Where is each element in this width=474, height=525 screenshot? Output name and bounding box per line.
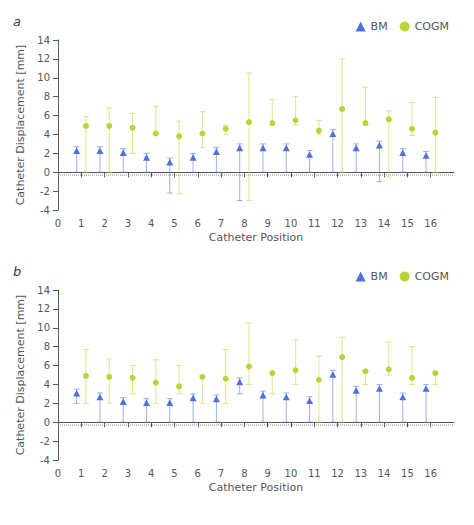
svg-text:3: 3 (125, 468, 131, 479)
svg-text:12: 12 (37, 303, 50, 314)
svg-text:8: 8 (44, 341, 50, 352)
svg-text:0: 0 (44, 167, 50, 178)
svg-text:7: 7 (218, 218, 224, 229)
svg-text:0: 0 (44, 417, 50, 428)
svg-text:-2: -2 (40, 436, 50, 447)
svg-text:8: 8 (241, 218, 247, 229)
svg-text:3: 3 (125, 218, 131, 229)
svg-text:14: 14 (378, 468, 391, 479)
svg-text:-4: -4 (40, 455, 50, 466)
svg-text:12: 12 (331, 468, 344, 479)
svg-text:6: 6 (44, 360, 50, 371)
svg-text:0: 0 (55, 218, 61, 229)
svg-text:2: 2 (101, 468, 107, 479)
svg-text:6: 6 (195, 468, 201, 479)
svg-text:4: 4 (44, 379, 50, 390)
svg-text:12: 12 (37, 53, 50, 64)
svg-text:13: 13 (354, 218, 367, 229)
svg-text:4: 4 (44, 129, 50, 140)
svg-text:15: 15 (401, 218, 414, 229)
svg-text:12: 12 (331, 218, 344, 229)
svg-text:14: 14 (378, 218, 391, 229)
svg-text:15: 15 (401, 468, 414, 479)
svg-text:9: 9 (264, 468, 270, 479)
svg-text:14: 14 (37, 35, 50, 46)
svg-text:6: 6 (195, 218, 201, 229)
svg-text:4: 4 (148, 218, 154, 229)
svg-text:0: 0 (55, 468, 61, 479)
svg-text:16: 16 (424, 218, 437, 229)
svg-text:5: 5 (171, 218, 177, 229)
svg-text:9: 9 (264, 218, 270, 229)
svg-text:BM: BM (371, 20, 388, 33)
svg-text:11: 11 (308, 468, 321, 479)
svg-text:10: 10 (37, 322, 50, 333)
svg-text:COGM: COGM (415, 20, 449, 33)
svg-text:2: 2 (44, 398, 50, 409)
svg-text:11: 11 (308, 218, 321, 229)
svg-text:7: 7 (218, 468, 224, 479)
svg-text:2: 2 (44, 148, 50, 159)
svg-text:1: 1 (78, 468, 84, 479)
svg-text:BM: BM (371, 270, 388, 283)
svg-text:6: 6 (44, 110, 50, 121)
svg-text:13: 13 (354, 468, 367, 479)
svg-text:2: 2 (101, 218, 107, 229)
svg-text:Catheter Position: Catheter Position (209, 481, 303, 494)
svg-text:4: 4 (148, 468, 154, 479)
svg-text:b: b (13, 264, 21, 279)
svg-text:8: 8 (44, 91, 50, 102)
svg-text:-2: -2 (40, 186, 50, 197)
svg-text:1: 1 (78, 218, 84, 229)
svg-text:10: 10 (285, 468, 298, 479)
svg-text:COGM: COGM (415, 270, 449, 283)
svg-text:Catheter Displacement [mm]: Catheter Displacement [mm] (14, 45, 27, 206)
svg-text:10: 10 (37, 72, 50, 83)
svg-text:Catheter Position: Catheter Position (209, 231, 303, 244)
svg-text:8: 8 (241, 468, 247, 479)
svg-text:16: 16 (424, 468, 437, 479)
svg-text:10: 10 (285, 218, 298, 229)
svg-text:a: a (13, 14, 21, 29)
svg-text:14: 14 (37, 285, 50, 296)
svg-text:5: 5 (171, 468, 177, 479)
svg-text:Catheter Displacement [mm]: Catheter Displacement [mm] (14, 295, 27, 456)
svg-text:-4: -4 (40, 205, 50, 216)
